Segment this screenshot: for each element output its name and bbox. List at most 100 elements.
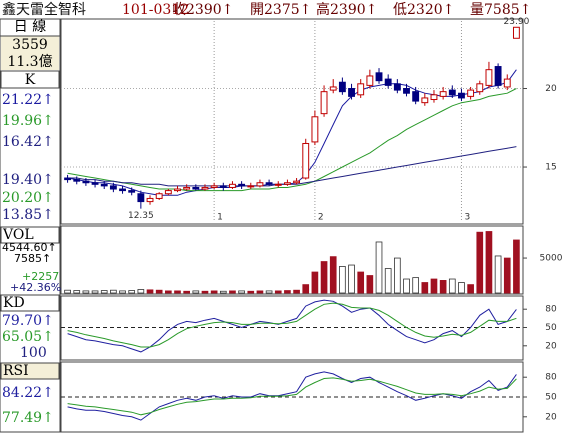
count: 3559 bbox=[12, 37, 48, 53]
open-price: 開2375↑ bbox=[250, 2, 311, 18]
candle-body bbox=[503, 78, 511, 88]
volume-bar bbox=[137, 289, 145, 294]
low-price: 低2320↑ bbox=[393, 2, 454, 18]
sidebar-info-bg bbox=[1, 36, 59, 70]
volume-bar bbox=[100, 290, 108, 294]
y-tick-label: 20 bbox=[545, 412, 557, 422]
volume-bar bbox=[467, 284, 474, 294]
candle-body bbox=[384, 78, 392, 86]
x-tick-label: 3 bbox=[464, 213, 470, 223]
candle-body bbox=[73, 179, 81, 182]
date: 101-0312 bbox=[122, 2, 189, 18]
candle-body bbox=[210, 185, 218, 188]
x-tick-label: 1 bbox=[217, 213, 223, 223]
volume-bar bbox=[293, 289, 300, 294]
candle-body bbox=[430, 94, 438, 101]
candle-body bbox=[439, 91, 447, 97]
volume-bar bbox=[439, 280, 447, 294]
volume-bar bbox=[384, 268, 392, 294]
volume-bar bbox=[513, 239, 520, 294]
volume-bar bbox=[128, 290, 136, 294]
volume-bar bbox=[201, 290, 209, 294]
volume-bar bbox=[119, 290, 126, 294]
volume-bar bbox=[284, 290, 291, 294]
vol-title-box bbox=[0, 226, 60, 244]
candle-body bbox=[348, 88, 355, 97]
line bbox=[67, 377, 517, 416]
kd-row: 79.70↑ bbox=[2, 313, 54, 329]
vol-row: 7585↑ bbox=[14, 252, 51, 265]
volume-bar bbox=[64, 289, 71, 294]
candle-body bbox=[448, 89, 456, 96]
k-row: 16.42↑ bbox=[2, 134, 54, 150]
k-row: 19.96↑ bbox=[2, 113, 54, 129]
volume-bar bbox=[320, 261, 328, 294]
close-price: 收2390↑ bbox=[172, 2, 233, 18]
kd-row: 65.05↑ bbox=[2, 329, 54, 345]
candle-body bbox=[219, 185, 227, 188]
candle-body bbox=[238, 183, 246, 187]
volume-bar bbox=[82, 290, 90, 294]
kd-row: 100 bbox=[20, 345, 47, 361]
candle-body bbox=[293, 180, 301, 184]
volume-bar bbox=[73, 290, 81, 294]
volume-bar bbox=[110, 289, 117, 294]
line bbox=[67, 299, 517, 353]
candle-body bbox=[311, 116, 319, 143]
candle-body bbox=[265, 182, 273, 185]
volume-bar bbox=[485, 231, 493, 294]
sidebar: 日 線 3559 11.3億 K 21.22↑ 19.96↑ 16.42↑ 19… bbox=[0, 18, 61, 433]
k-title: K bbox=[25, 72, 36, 88]
vol-row: +2257 bbox=[22, 270, 59, 283]
candle-body bbox=[64, 177, 72, 181]
volume-bar bbox=[329, 256, 337, 294]
k-row: 19.40↑ bbox=[2, 172, 54, 188]
volume-bar bbox=[219, 290, 227, 294]
rsi-title: RSI bbox=[3, 363, 29, 379]
candle-body bbox=[329, 86, 337, 91]
candle-body bbox=[403, 88, 410, 94]
candle-body bbox=[109, 185, 117, 190]
volume-bar bbox=[357, 271, 365, 294]
candle-body bbox=[201, 186, 209, 190]
y-tick-label: 50 bbox=[545, 323, 557, 333]
candle-body bbox=[91, 182, 99, 185]
volume-bar bbox=[274, 290, 282, 294]
kd-title-box bbox=[0, 294, 60, 312]
candle-body bbox=[100, 183, 108, 187]
volume-bar bbox=[448, 278, 456, 294]
y-tick-label: 80 bbox=[545, 305, 557, 315]
candle-body bbox=[375, 72, 383, 82]
candle-body bbox=[192, 186, 200, 190]
volume-bar bbox=[339, 266, 346, 294]
y-tick-label: 50 bbox=[545, 393, 557, 403]
high-price: 高2390↑ bbox=[316, 1, 377, 18]
line bbox=[67, 146, 517, 187]
volume-bar bbox=[494, 255, 502, 294]
volume-bar bbox=[403, 278, 410, 294]
candle-body bbox=[467, 89, 475, 97]
stock-name: 鑫天雷全智科 bbox=[2, 1, 86, 18]
k-row: 21.22↑ bbox=[2, 92, 54, 108]
vol-title: VOL bbox=[2, 227, 34, 243]
line bbox=[67, 302, 517, 348]
vol-row: +42.36% bbox=[10, 281, 61, 294]
price-panel bbox=[60, 18, 524, 225]
y-tick-label: 80 bbox=[545, 373, 557, 383]
volume-bar bbox=[91, 290, 99, 294]
candle-body bbox=[183, 186, 191, 190]
candle-body bbox=[366, 75, 374, 86]
volume-bar bbox=[192, 290, 200, 294]
low-label: 12.35 bbox=[128, 211, 154, 221]
candle-body bbox=[119, 188, 126, 192]
candle-body bbox=[128, 190, 136, 193]
candle-body bbox=[494, 66, 502, 86]
volume-bar bbox=[165, 290, 172, 294]
vol-row: 4544.60↑ bbox=[2, 241, 57, 254]
candle-body bbox=[229, 183, 236, 188]
amount: 11.3億 bbox=[7, 54, 52, 70]
y-tick-label: 20 bbox=[545, 84, 557, 94]
volume-bar bbox=[238, 290, 245, 294]
rsi-row: 84.22↑ bbox=[2, 385, 54, 401]
